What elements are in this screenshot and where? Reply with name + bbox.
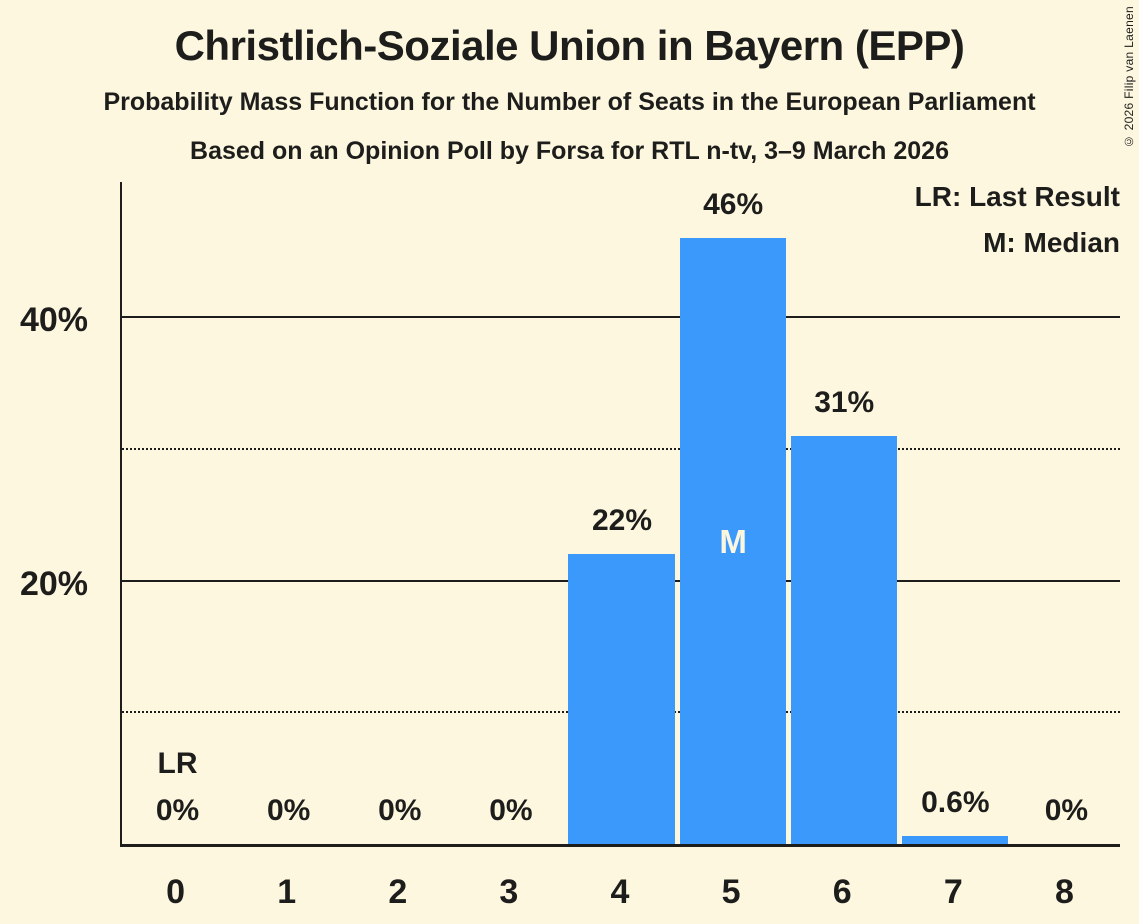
legend: LR: Last Result M: Median — [915, 174, 1120, 266]
bar-value-label: 0% — [155, 794, 200, 827]
median-marker: M — [719, 523, 747, 561]
bar-slot-2: 0% — [344, 182, 455, 844]
legend-median: M: Median — [983, 227, 1120, 258]
x-tick-label-1: 1 — [277, 873, 297, 911]
bar-value-label: 31% — [814, 385, 875, 419]
bar-seat-4 — [568, 554, 675, 844]
bar-value-label: 0% — [1044, 794, 1089, 827]
x-tick-label-6: 6 — [832, 873, 852, 911]
plot-area: 0% LR 0% 0% 0% 22% 46% M 31% 0.6% 0% — [120, 182, 1120, 847]
x-axis-labels: 0 1 2 3 4 5 6 7 8 — [120, 872, 1120, 914]
x-tick-label-8: 8 — [1054, 873, 1074, 911]
x-tick-label-3: 3 — [499, 873, 519, 911]
bar-value-label: 0% — [266, 794, 311, 827]
bar-value-label: 22% — [591, 504, 653, 538]
bar-slot-6: 31% — [789, 182, 900, 844]
gridline-40pct — [122, 316, 1120, 319]
bar-seat-5 — [679, 238, 786, 844]
gridline-30pct — [122, 447, 1120, 450]
x-tick-label-5: 5 — [721, 873, 741, 911]
bar-slot-5: 46% M — [678, 182, 789, 844]
y-tick-label: 20% — [19, 564, 88, 603]
x-tick-label-4: 4 — [610, 873, 630, 911]
bar-value-label: 0% — [378, 794, 422, 827]
chart-source-line: Based on an Opinion Poll by Forsa for RT… — [190, 137, 949, 165]
y-axis-labels: 20% 40% — [0, 182, 102, 847]
bar-slot-8: 0% — [1011, 182, 1122, 844]
bar-slot-3: 0% — [455, 182, 566, 844]
bar-slot-4: 22% — [566, 182, 677, 844]
x-tick-label-0: 0 — [166, 873, 186, 911]
page-title: Christlich-Soziale Union in Bayern (EPP) — [174, 22, 965, 69]
bar-value-label: 0.6% — [921, 786, 990, 820]
bar-value-label: 46% — [703, 188, 764, 222]
bar-slot-0: 0% LR — [122, 182, 233, 844]
legend-last-result: LR: Last Result — [914, 181, 1120, 212]
bar-seat-6 — [790, 435, 897, 844]
bar-seat-7 — [901, 836, 1008, 844]
last-result-marker: LR — [157, 747, 198, 780]
bar-slot-1: 0% — [233, 182, 344, 844]
chart-subtitle: Probability Mass Function for the Number… — [103, 88, 1036, 116]
copyright-notice: © 2026 Filip van Laenen — [1122, 6, 1136, 149]
bar-value-label: 0% — [489, 794, 533, 827]
x-tick-label-2: 2 — [388, 873, 408, 911]
y-tick-label: 40% — [19, 301, 88, 340]
x-tick-label-7: 7 — [943, 873, 963, 911]
bar-slot-7: 0.6% — [900, 182, 1011, 844]
